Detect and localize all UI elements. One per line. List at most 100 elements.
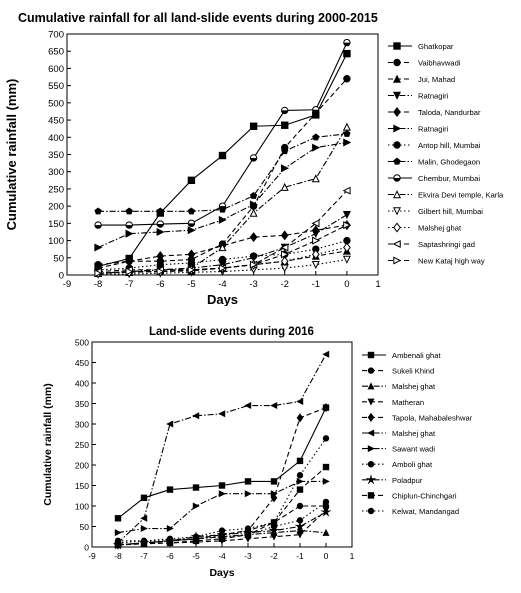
data-point <box>343 138 352 147</box>
legend-item: New Kataj high way <box>388 256 485 266</box>
data-point <box>156 227 165 236</box>
legend-marker <box>392 207 402 216</box>
series-9 <box>94 38 351 229</box>
legend-item: Ambenali ghat <box>362 351 441 360</box>
legend-label: Ratnagiri <box>418 92 449 101</box>
x-tick-label: -2 <box>270 551 278 561</box>
legend-label: Malshej ghat <box>392 382 436 391</box>
data-point <box>311 260 320 269</box>
data-point <box>166 537 174 545</box>
y-tick-label: 500 <box>48 98 64 109</box>
series-line <box>117 354 327 544</box>
legend-label: Malin, Ghodegaon <box>418 158 480 167</box>
legend-marker <box>393 174 401 182</box>
legend-marker <box>393 256 402 265</box>
legend-label: Malshej ghat <box>418 224 462 233</box>
series-8 <box>94 130 351 215</box>
data-point-half <box>219 206 226 210</box>
series-2 <box>94 75 351 269</box>
legend-item: Taloda, Nandurbar <box>388 106 481 118</box>
data-point <box>322 435 330 442</box>
data-point <box>320 506 332 517</box>
legend-marker <box>367 445 375 453</box>
data-point <box>294 520 306 532</box>
legend-item: Matheran <box>362 398 424 407</box>
data-point <box>187 265 196 274</box>
data-point <box>125 221 133 229</box>
data-point <box>218 255 227 264</box>
legend-marker <box>393 157 401 165</box>
data-point <box>244 402 252 410</box>
data-point <box>244 531 252 538</box>
data-point <box>322 528 330 536</box>
legend-item: Sukeli Khind <box>362 367 434 376</box>
x-tick-label: -3 <box>244 551 252 561</box>
x-tick-label: -3 <box>249 279 257 290</box>
legend-marker <box>367 351 375 359</box>
legend-label: Kelwat, Mandangad <box>392 507 459 516</box>
data-point <box>311 249 320 260</box>
data-point <box>187 176 196 185</box>
data-point <box>311 174 320 183</box>
legend-item: Kelwat, Mandangad <box>362 507 459 516</box>
chart-panel-a: Cumulative rainfall for all land-slide e… <box>4 11 504 306</box>
rainfall-chart-2016: Land-slide events during 2016 -9 -8 -7 -6 -5 -… <box>42 326 473 579</box>
legend-marker <box>367 398 375 406</box>
data-point <box>343 242 351 253</box>
legend-marker <box>393 58 401 67</box>
legend-marker <box>393 222 401 233</box>
x-tick-label: -6 <box>156 279 164 290</box>
series-6 <box>114 350 330 547</box>
x-tick-label: -5 <box>192 551 200 561</box>
data-point <box>296 397 304 405</box>
y-tick-label: 250 <box>75 440 89 450</box>
series-line <box>98 42 348 226</box>
x-tick-label: -8 <box>94 279 102 290</box>
chart-panel-b: Land-slide events during 2016 -9 -8 -7 -6 -5 -… <box>0 320 521 593</box>
rainfall-chart-2000-2015: Cumulative rainfall for all land-slide e… <box>4 11 504 306</box>
series-line <box>98 126 348 274</box>
y-tick-label: 450 <box>75 358 89 368</box>
data-point <box>192 484 200 491</box>
data-point <box>166 486 174 493</box>
data-point <box>342 255 351 264</box>
data-point <box>270 490 278 498</box>
data-point <box>281 250 290 259</box>
legend-marker <box>367 507 375 515</box>
y-tick-label: 650 <box>48 47 64 58</box>
y-tick-label: 150 <box>48 219 64 230</box>
data-point <box>312 236 321 245</box>
legend-label: New Kataj high way <box>418 257 485 266</box>
legend-item: Gilbert hill, Mumbai <box>388 207 483 216</box>
data-point <box>342 211 351 220</box>
y-tick-label: 400 <box>75 379 89 389</box>
legend-marker <box>367 382 375 390</box>
legend-label: Jui, Mahad <box>418 75 455 84</box>
data-point-half <box>343 42 351 46</box>
legend-marker <box>393 42 401 50</box>
data-point <box>296 413 304 423</box>
data-point <box>343 49 351 58</box>
data-point-half <box>312 109 319 113</box>
data-point <box>296 517 304 524</box>
data-point <box>296 477 304 485</box>
data-point <box>218 151 227 160</box>
series-line <box>117 407 327 519</box>
data-point <box>249 200 258 209</box>
data-point <box>249 208 258 217</box>
series-7 <box>114 477 330 537</box>
legend-item: Vaibhavwadi <box>388 59 461 68</box>
legend-label: Sawant wadi <box>392 445 435 454</box>
legend-marker <box>367 429 375 437</box>
data-point <box>322 403 330 413</box>
x-tick-label: -2 <box>280 279 288 290</box>
data-point <box>187 226 196 235</box>
data-point <box>140 494 148 502</box>
legend-label: Matheran <box>392 398 424 407</box>
legend-item: Saptashringi gad <box>388 239 475 249</box>
data-point-half <box>157 224 164 228</box>
y-tick-label: 200 <box>48 202 64 213</box>
x-tick-label: 1 <box>375 279 380 290</box>
x-tick-label: -1 <box>296 551 304 561</box>
data-point <box>296 472 304 479</box>
